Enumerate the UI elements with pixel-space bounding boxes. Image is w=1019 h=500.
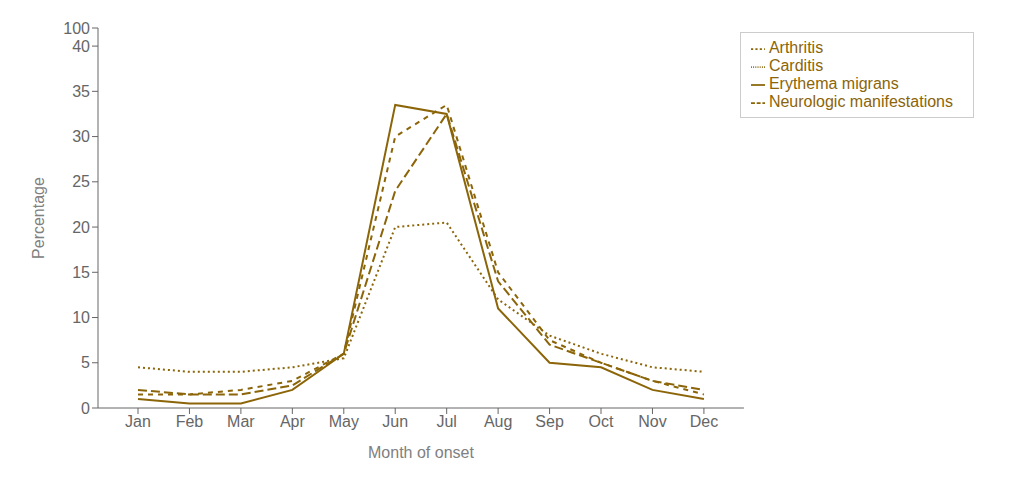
svg-text:10: 10 bbox=[72, 309, 90, 326]
html-text:Neurologic manifestations: Neurologic manifestations bbox=[768, 93, 953, 110]
svg-text:0: 0 bbox=[81, 400, 90, 417]
svg-text:20: 20 bbox=[72, 219, 90, 236]
svg-text:Feb: Feb bbox=[176, 413, 204, 430]
svg-text:30: 30 bbox=[72, 128, 90, 145]
svg-text:Aug: Aug bbox=[484, 413, 512, 430]
svg-text:Sep: Sep bbox=[535, 413, 564, 430]
svg-text:25: 25 bbox=[72, 173, 90, 190]
svg-text:May: May bbox=[329, 413, 359, 430]
svg-text:Jun: Jun bbox=[382, 413, 408, 430]
svg-text:Jul: Jul bbox=[436, 413, 456, 430]
svg-text:40: 40 bbox=[72, 38, 90, 55]
svg-text:35: 35 bbox=[72, 83, 90, 100]
svg-text:Jan: Jan bbox=[125, 413, 151, 430]
svg-text:Dec: Dec bbox=[690, 413, 718, 430]
svg-text:Nov: Nov bbox=[638, 413, 666, 430]
html-text:Arthritis: Arthritis bbox=[768, 39, 824, 56]
svg-text:Apr: Apr bbox=[280, 413, 306, 430]
svg-text:Oct: Oct bbox=[589, 413, 614, 430]
svg-text:Mar: Mar bbox=[227, 413, 255, 430]
html-text:Carditis: Carditis bbox=[768, 57, 824, 74]
svg-text:Month of onset: Month of onset bbox=[368, 444, 474, 461]
svg-text:100: 100 bbox=[63, 20, 90, 37]
svg-text:5: 5 bbox=[81, 354, 90, 371]
html-text:Erythema migrans: Erythema migrans bbox=[768, 75, 899, 92]
svg-text:15: 15 bbox=[72, 264, 90, 281]
svg-text:Percentage: Percentage bbox=[30, 177, 47, 259]
